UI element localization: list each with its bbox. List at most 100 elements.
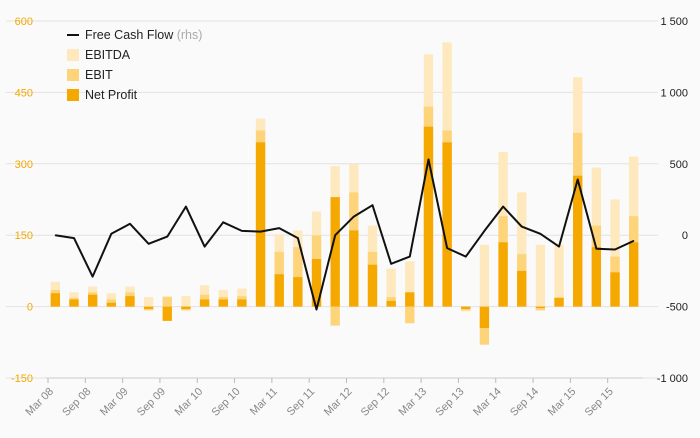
fcf-point [297, 237, 299, 239]
bar-ebit [293, 247, 303, 307]
x-tick-label: Mar 09 [98, 386, 131, 419]
fcf-point [577, 178, 579, 181]
x-tick-label: Sep 14 [508, 386, 541, 419]
bar-ebitda [554, 244, 564, 307]
x-tick-label: Sep 15 [583, 386, 616, 419]
fcf-point [259, 231, 262, 233]
fcf-point [54, 234, 56, 236]
fcf-point [371, 204, 374, 206]
x-tick-label: Sep 12 [359, 386, 392, 419]
x-tick-label: Sep 10 [210, 386, 243, 419]
fcf-point [427, 158, 430, 161]
bar-net-profit [610, 272, 620, 307]
fcf-line [55, 158, 635, 311]
y-tick-left: 150 [15, 230, 33, 242]
y-tick-right: 1 000 [660, 87, 688, 99]
legend-swatch-net-profit [67, 89, 79, 101]
fcf-point [222, 221, 224, 223]
fcf-point [390, 263, 392, 265]
fcf-point [278, 227, 280, 229]
bar-net-profit [50, 293, 60, 307]
bar-ebitda [479, 244, 490, 307]
bar-net-profit [311, 259, 322, 307]
fcf-point [539, 233, 541, 235]
bar-ebitda [405, 261, 415, 307]
bar-net-profit [386, 300, 396, 307]
x-tick-label: Sep 11 [285, 386, 318, 419]
x-tick-label: Sep 08 [60, 386, 93, 419]
y-tick-left: -150 [11, 373, 33, 385]
bar-net-profit [479, 306, 490, 329]
y-tick-left: 300 [15, 159, 33, 171]
bar-ebitda [535, 244, 546, 307]
bar-ebitda [517, 192, 527, 307]
bar-net-profit [106, 302, 116, 307]
bar-ebitda [181, 296, 191, 307]
x-tick-label: Sep 09 [135, 386, 168, 419]
x-tick-label: Mar 13 [397, 386, 430, 419]
x-tick-label: Mar 10 [173, 386, 206, 419]
bar-net-profit [330, 197, 340, 307]
bar-net-profit [274, 274, 284, 307]
x-tick-label: Mar 08 [23, 386, 56, 419]
fcf-point [110, 233, 112, 235]
fcf-point [465, 256, 467, 258]
legend-swatch-ebit [67, 69, 79, 81]
bar-net-profit [554, 298, 564, 307]
bar-net-profit [442, 142, 452, 307]
fcf-point [409, 256, 411, 258]
fcf-point [595, 248, 597, 250]
fcf-point [558, 246, 560, 248]
fcf-point [315, 308, 318, 311]
bar-net-profit [218, 299, 228, 307]
y-tick-right: -1 000 [657, 373, 688, 385]
bar-net-profit [367, 264, 378, 307]
bar-net-profit [293, 277, 303, 307]
bar-net-profit [143, 306, 154, 309]
bar-net-profit [255, 142, 266, 307]
fcf-point [203, 246, 206, 248]
bar-net-profit [349, 230, 359, 307]
fcf-point [73, 237, 75, 239]
fcf-point [633, 240, 635, 242]
fcf-point [446, 247, 448, 249]
legend-label-ebit: EBIT [85, 68, 113, 82]
fcf-point [353, 216, 355, 218]
bar-net-profit [591, 247, 602, 307]
y-tick-right: 0 [682, 230, 688, 242]
fcf-point [334, 234, 336, 236]
y-tick-right: 500 [670, 159, 688, 171]
y-tick-left: 0 [27, 302, 33, 314]
bar-net-profit [498, 242, 508, 307]
bar-ebitda [610, 199, 620, 307]
bar-net-profit [461, 306, 471, 309]
fcf-point [185, 206, 187, 208]
fcf-point [521, 226, 523, 228]
bar-net-profit [423, 126, 434, 307]
bar-net-profit [535, 306, 546, 309]
fcf-point [483, 230, 486, 232]
y-tick-right: -500 [666, 302, 688, 314]
bar-net-profit [405, 292, 415, 307]
legend-label-fcf-suffix: (rhs) [177, 28, 203, 42]
bar-net-profit [517, 270, 527, 307]
bar-ebit [162, 297, 172, 307]
bar-ebit [405, 306, 415, 324]
bar-net-profit [125, 296, 135, 307]
bar-ebit [330, 306, 340, 326]
x-tick-label: Sep 13 [433, 386, 466, 419]
x-tick-label: Mar 14 [471, 386, 504, 419]
y-tick-right: 1 500 [660, 16, 688, 28]
bar-net-profit [162, 306, 172, 321]
bar-ebitda [143, 297, 154, 307]
fcf-point [129, 223, 131, 225]
bar-net-profit [199, 299, 210, 307]
x-tick-label: Mar 11 [248, 386, 280, 418]
fcf-point [614, 248, 616, 251]
bar-net-profit [629, 242, 639, 307]
bar-net-profit [573, 175, 583, 307]
bar-net-profit [87, 294, 98, 307]
bar-net-profit [237, 299, 247, 307]
